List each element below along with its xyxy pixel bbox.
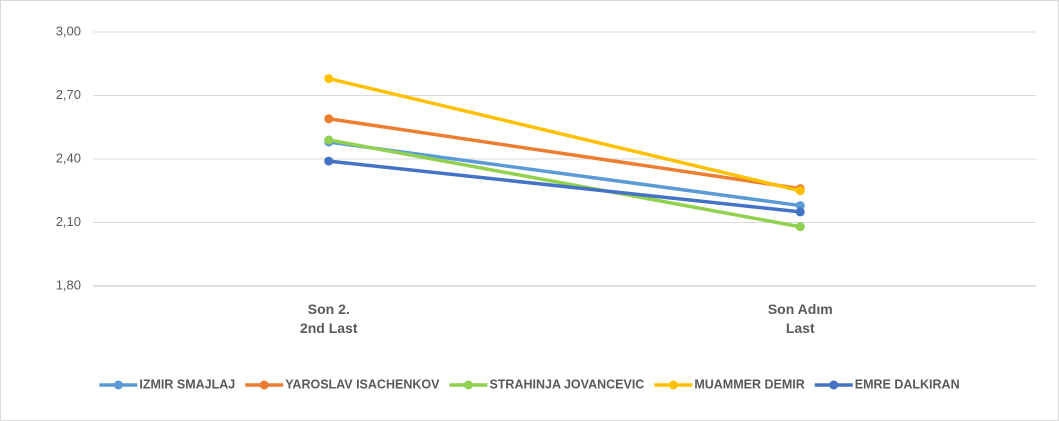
data-point [324, 74, 334, 84]
data-point [795, 186, 805, 196]
series-line [327, 138, 802, 229]
legend-label: YAROSLAV ISACHENKOV [285, 377, 440, 391]
legend-label: STRAHINJA JOVANCEVIC [489, 377, 644, 391]
data-point [795, 201, 805, 211]
x-tick-label: Son 2. 2nd Last [299, 301, 358, 336]
data-point [324, 135, 334, 145]
legend-marker [113, 380, 123, 390]
legend-marker [829, 380, 839, 390]
legend-marker [668, 380, 678, 390]
data-point [795, 222, 805, 232]
legend-marker [259, 380, 269, 390]
legend-label: MUAMMER DEMIR [694, 377, 804, 391]
data-point [324, 114, 334, 124]
y-tick-label: 2,10 [56, 214, 81, 229]
data-point [324, 156, 334, 166]
y-tick-label: 2,40 [56, 150, 81, 165]
y-tick-label: 2,70 [56, 87, 81, 102]
data-point [795, 207, 805, 217]
legend-marker [463, 380, 473, 390]
series-line [327, 159, 802, 214]
y-tick-label: 1,80 [56, 277, 81, 292]
series-line [327, 117, 802, 191]
legend-label: IZMIR SMAJLAJ [139, 377, 235, 391]
x-tick-label: Son Adım Last [767, 301, 833, 336]
legend-label: EMRE DALKIRAN [855, 377, 960, 391]
y-tick-label: 3,00 [56, 23, 81, 38]
series-line [327, 76, 802, 193]
